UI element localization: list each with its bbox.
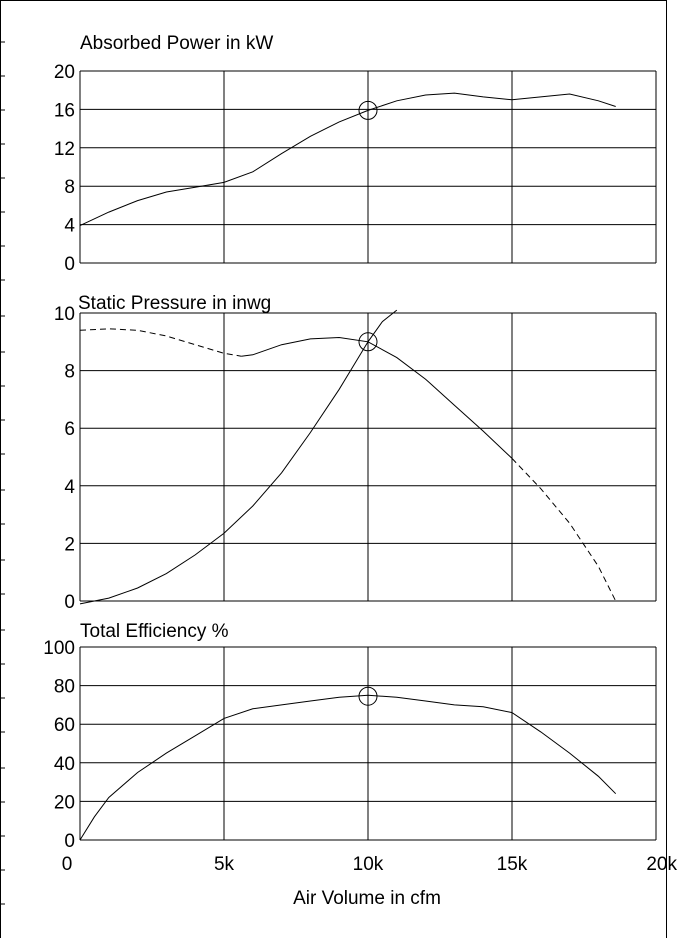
efficiency-panel: Total Efficiency % 0 20 40 60 80 100 (43, 621, 657, 852)
panel-title: Static Pressure in inwg (78, 293, 271, 314)
y-tick-label: 6 (64, 419, 75, 440)
x-axis-label: Air Volume in cfm (293, 888, 441, 909)
y-tick-label: 0 (64, 592, 75, 613)
series-line (79, 694, 617, 841)
series-line (79, 92, 616, 227)
y-tick-label: 10 (54, 304, 75, 325)
y-tick-label: 8 (64, 362, 75, 383)
x-tick-label: 10k (353, 854, 384, 875)
y-tick-label: 60 (54, 715, 75, 736)
y-tick-label: 100 (43, 638, 75, 659)
y-tick-label: 80 (54, 677, 75, 698)
operating-point-marker (358, 686, 378, 706)
operating-point-marker (358, 100, 378, 120)
y-tick-label: 8 (64, 177, 75, 198)
series-line (511, 458, 617, 602)
series-line (241, 336, 513, 459)
y-tick-label: 16 (54, 100, 75, 121)
series-line (79, 328, 242, 357)
x-axis: 0 5k 10k 15k 20k (62, 854, 678, 875)
y-tick-label: 12 (54, 139, 75, 160)
y-tick-label: 2 (64, 534, 75, 555)
x-tick-label: 0 (62, 854, 73, 875)
y-tick-label: 20 (54, 792, 75, 813)
pressure-panel: Static Pressure in inwg 0 2 4 6 8 10 (54, 293, 657, 613)
panel-title: Absorbed Power in kW (80, 33, 273, 54)
y-tick-label: 4 (64, 477, 75, 498)
y-tick-label: 20 (54, 62, 75, 83)
y-tick-label: 0 (64, 254, 75, 275)
x-tick-label: 5k (214, 854, 235, 875)
x-tick-label: 20k (646, 854, 677, 875)
x-tick-label: 15k (497, 854, 528, 875)
y-tick-label: 40 (54, 754, 75, 775)
power-panel: Absorbed Power in kW 0 4 8 12 16 20 (54, 33, 657, 275)
operating-point-marker (358, 332, 378, 352)
y-tick-label: 0 (64, 831, 75, 852)
series-line (79, 309, 398, 605)
y-tick-label: 4 (64, 216, 75, 237)
panel-title: Total Efficiency % (80, 621, 229, 642)
